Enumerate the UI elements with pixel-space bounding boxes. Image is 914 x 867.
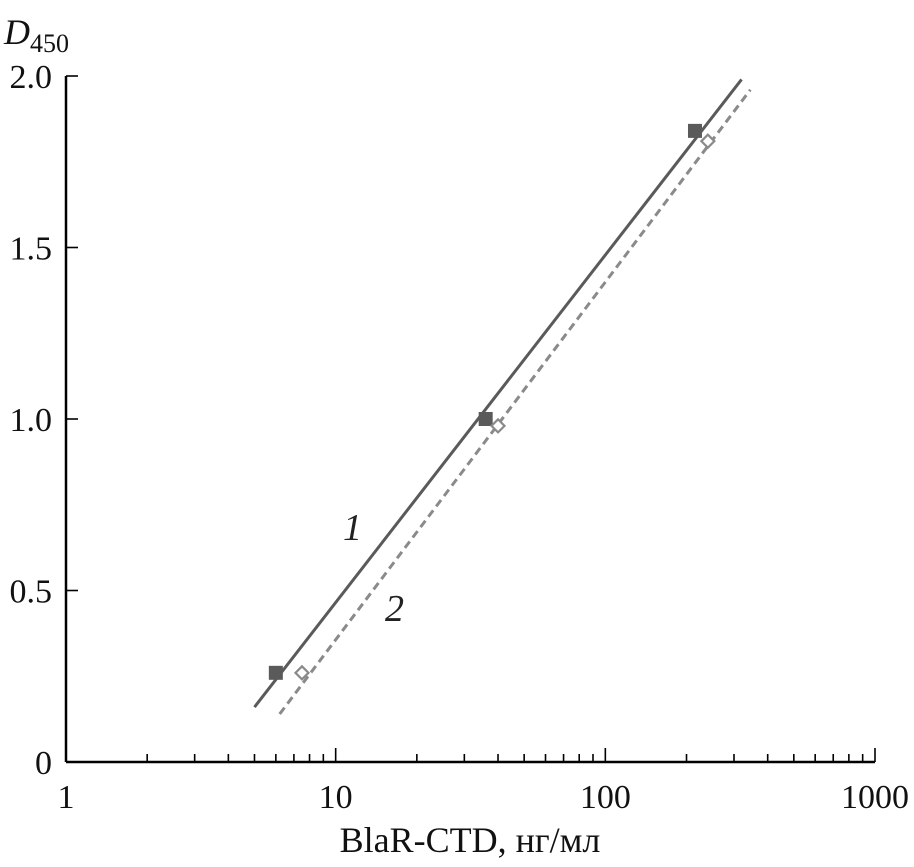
x-tick-label: 1000: [841, 779, 909, 816]
y-tick-label: 0: [35, 745, 52, 782]
data-markers: [268, 123, 716, 681]
series-label-2: 2: [385, 588, 404, 630]
series-2-point: [293, 664, 311, 681]
y-tick-label: 0.5: [10, 574, 53, 611]
y-axis-title-sub: 450: [30, 29, 69, 58]
fit-lines: [253, 78, 752, 715]
series-2-point: [699, 133, 716, 150]
y-axis-title-main: D: [3, 12, 30, 52]
series-2-point: [489, 417, 507, 434]
series-label-1: 1: [343, 507, 362, 549]
y-tick-label: 1.5: [10, 231, 53, 268]
y-tick-label: 1.0: [10, 402, 53, 439]
x-tick-label: 10: [319, 779, 353, 816]
x-axis-title: BlaR-CTD, нг/мл: [340, 820, 601, 860]
series-2-fit-line: [278, 88, 752, 715]
series-1-point: [478, 412, 493, 426]
x-tick-label: 100: [580, 779, 631, 816]
series-1-fit-line: [253, 78, 743, 709]
x-tick-label: 1: [58, 779, 75, 816]
y-tick-label: 2.0: [10, 59, 53, 96]
series-1-point: [687, 123, 702, 138]
y-axis-ticks: 0 0.5 1.0 1.5 2.0: [10, 59, 78, 782]
series-1-point: [268, 665, 283, 680]
x-axis-ticks: 1 10 100 1000: [58, 748, 909, 816]
y-axis-title: D450: [3, 12, 69, 58]
